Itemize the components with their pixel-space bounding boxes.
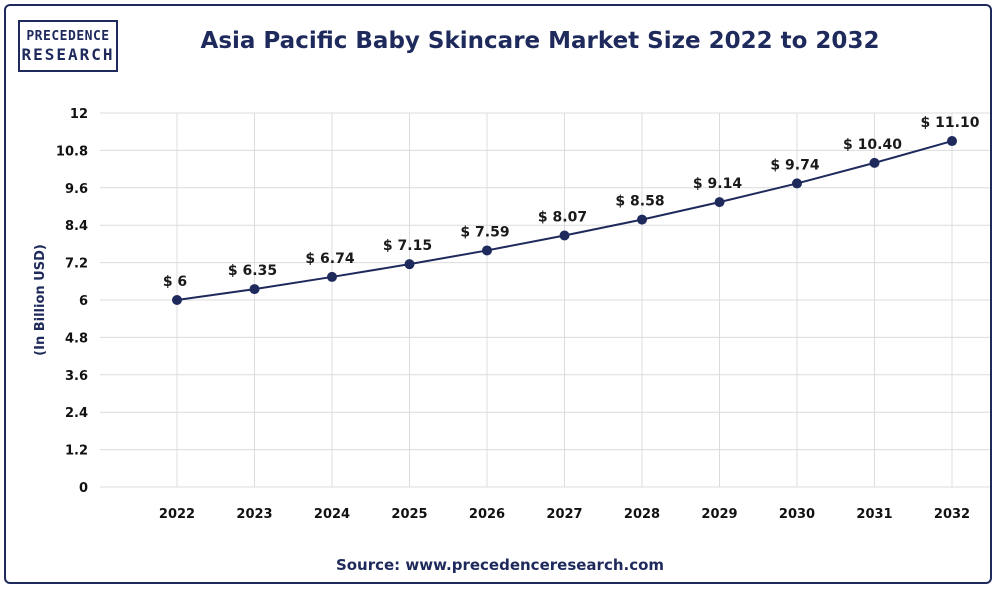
y-tick-label: 4.8 <box>65 331 88 346</box>
y-tick-label: 0 <box>79 481 88 496</box>
x-tick-label: 2025 <box>391 507 427 522</box>
data-point <box>714 197 725 208</box>
x-tick-label: 2023 <box>236 507 272 522</box>
y-tick-label: 2.4 <box>65 406 88 421</box>
data-point <box>559 230 570 241</box>
data-label: $ 10.40 <box>843 137 902 153</box>
y-tick-label: 8.4 <box>65 219 88 234</box>
data-label: $ 6 <box>163 274 187 290</box>
data-point <box>482 245 492 256</box>
y-tick-label: 1.2 <box>65 444 88 459</box>
data-point <box>869 157 880 168</box>
chart-title: Asia Pacific Baby Skincare Market Size 2… <box>200 28 880 54</box>
data-point <box>404 259 415 270</box>
x-tick-label: 2027 <box>546 507 582 522</box>
data-label: $ 11.10 <box>921 115 980 131</box>
y-tick-label: 12 <box>70 107 88 122</box>
x-tick-label: 2022 <box>159 507 195 522</box>
data-label: $ 6.74 <box>305 251 354 267</box>
data-point <box>327 271 337 282</box>
data-label: $ 8.07 <box>538 209 587 225</box>
data-label: $ 9.14 <box>693 176 742 192</box>
precedence-research-logo: PRECEDENCE RESEARCH <box>18 20 118 72</box>
y-tick-label: 6 <box>79 294 88 309</box>
x-tick-label: 2024 <box>314 507 350 522</box>
x-tick-label: 2031 <box>856 507 892 522</box>
x-tick-label: 2030 <box>779 507 815 522</box>
x-tick-label: 2029 <box>701 507 737 522</box>
data-point <box>172 295 182 305</box>
x-tick-label: 2028 <box>624 507 660 522</box>
logo-line-1: PRECEDENCE <box>26 29 110 44</box>
data-label: $ 7.59 <box>460 224 509 240</box>
x-tick-label: 2032 <box>934 507 970 522</box>
y-tick-label: 9.6 <box>65 182 88 197</box>
y-tick-label: 10.8 <box>56 144 88 159</box>
y-axis-label: (In Billion USD) <box>33 244 48 356</box>
logo-line-2: RESEARCH <box>21 45 115 64</box>
data-point <box>792 178 802 189</box>
y-tick-label: 3.6 <box>65 369 88 384</box>
data-point <box>947 136 957 147</box>
data-point <box>249 284 260 295</box>
data-label: $ 9.74 <box>770 157 819 173</box>
data-label: $ 8.58 <box>615 194 664 210</box>
data-label: $ 6.35 <box>228 263 277 279</box>
data-point <box>637 214 647 225</box>
y-tick-label: 7.2 <box>65 257 88 272</box>
x-tick-label: 2026 <box>469 507 505 522</box>
data-label: $ 7.15 <box>383 238 432 254</box>
source-note: Source: www.precedenceresearch.com <box>335 556 665 574</box>
